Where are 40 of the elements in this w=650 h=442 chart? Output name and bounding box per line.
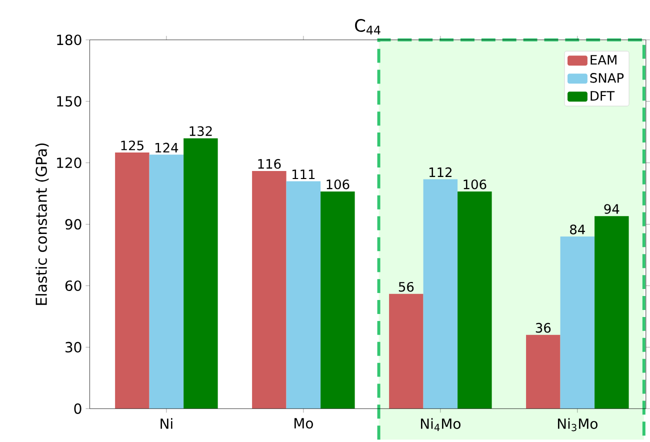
data-label: 112	[429, 168, 452, 178]
y-tick-label: 0	[74, 404, 82, 414]
bar	[184, 138, 218, 409]
data-label: 111	[292, 170, 315, 180]
bar	[115, 152, 150, 409]
data-label: 94	[604, 204, 620, 214]
bar	[252, 171, 286, 409]
data-label: 36	[536, 323, 551, 333]
data-label: 124	[155, 143, 178, 153]
y-tick-label: 180	[57, 34, 82, 46]
bar	[389, 294, 424, 409]
chart-title: C$_{44}$	[355, 19, 380, 35]
x-tick-label: Ni$_{4}$Mo	[420, 418, 460, 432]
legend-label: DFT	[590, 91, 615, 101]
y-axis-title: Elastic constant (GPa)	[35, 144, 49, 306]
data-label: 106	[464, 180, 486, 190]
data-label: 56	[398, 282, 414, 292]
y-tick-label: 60	[65, 280, 82, 292]
data-label: 132	[190, 126, 212, 136]
bar	[320, 192, 355, 409]
y-tick-label: 90	[65, 219, 82, 230]
bar	[526, 335, 560, 409]
bar	[423, 179, 458, 409]
bar	[560, 236, 595, 409]
y-tick-label: 30	[66, 342, 82, 353]
bar	[594, 216, 629, 409]
data-label: 125	[121, 140, 144, 151]
legend-label: SNAP	[590, 73, 624, 84]
y-tick-label: 150	[57, 96, 82, 107]
bar	[458, 192, 492, 409]
bar	[149, 154, 184, 409]
bar	[286, 181, 321, 409]
data-label: 106	[326, 180, 350, 190]
legend-label: EAM	[590, 55, 616, 65]
data-label: 84	[570, 224, 585, 235]
x-tick-label: Mo	[294, 418, 313, 429]
y-tick-label: 120	[57, 158, 82, 168]
data-label: 116	[258, 159, 281, 170]
x-tick-label: Ni$_{3}$Mo	[558, 418, 598, 432]
x-tick-label: Ni	[160, 418, 172, 429]
